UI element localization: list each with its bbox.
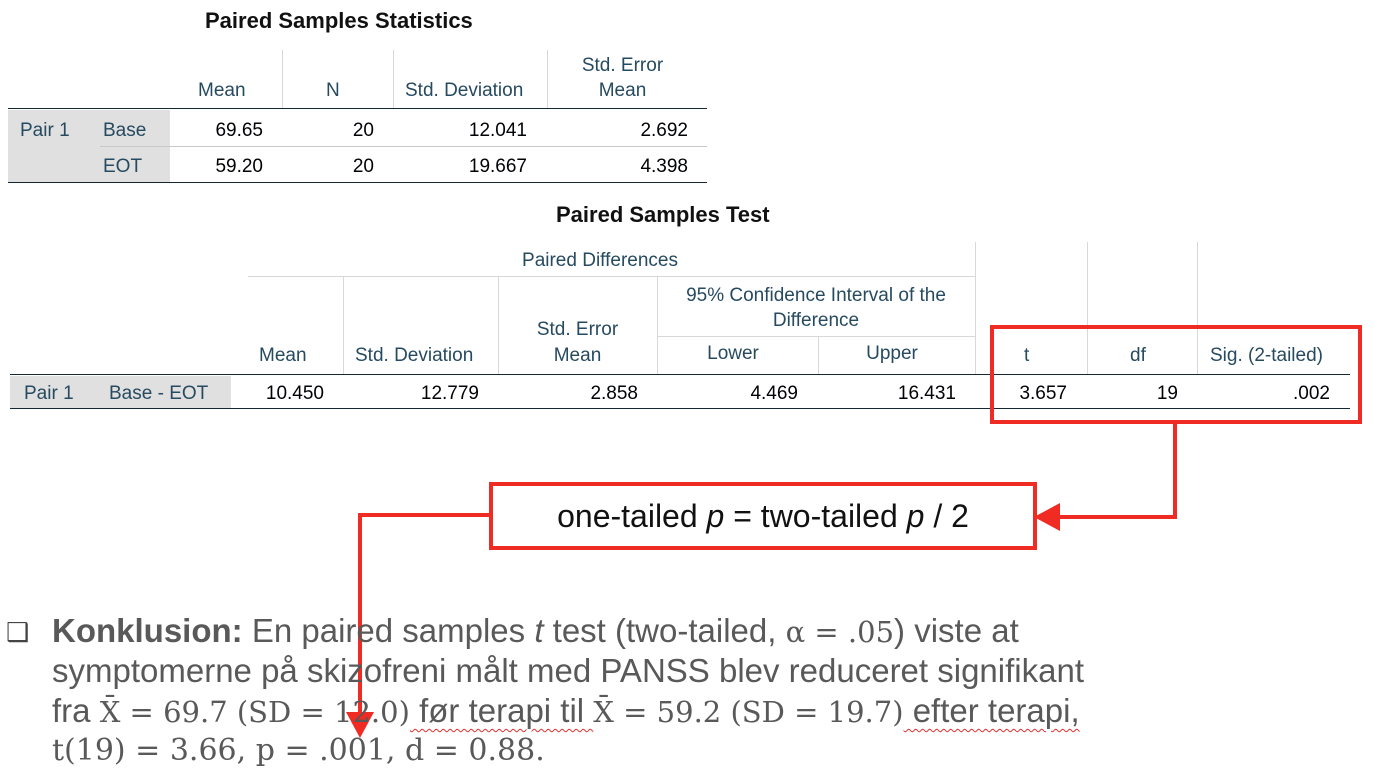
arrow-down-icon [346, 712, 374, 738]
arrow-connector [1052, 515, 1177, 519]
arrow-connector [358, 513, 362, 718]
stats-cell-sem: 4.398 [640, 156, 688, 177]
test-header-ci-line2: Difference [772, 310, 860, 331]
stats-header-sem-line2: Mean [598, 80, 647, 101]
stats-cell-n: 20 [352, 156, 374, 177]
test-cell-std-dev: 12.779 [420, 383, 479, 404]
test-cell-t: 3.657 [1019, 383, 1067, 404]
test-cell-df: 19 [1156, 383, 1178, 404]
conclusion-math-after: X̄ = 59.2 (SD = 19.7) [593, 695, 904, 729]
test-header-t: t [1024, 345, 1030, 366]
callout-text: one-tailed p = two-tailed p / 2 [489, 482, 1037, 550]
test-header-divider [818, 336, 819, 374]
test-header-upper: Upper [866, 343, 918, 364]
test-header-divider [1197, 242, 1198, 374]
test-header-lower: Lower [707, 343, 759, 364]
stats-header-sem-line1: Std. Error [581, 55, 664, 76]
stats-header-divider [393, 50, 394, 108]
stats-header-divider [547, 50, 548, 108]
test-header-divider [1087, 242, 1088, 374]
conclusion-text: fra [52, 692, 100, 729]
stats-header-n: N [326, 80, 340, 101]
stats-row-label: EOT [103, 156, 143, 177]
test-ci-divider [657, 336, 975, 337]
test-header-mean: Mean [259, 345, 307, 366]
stats-cell-n: 20 [352, 120, 374, 141]
stats-cell-std-dev: 12.041 [468, 120, 527, 141]
conclusion-text: før terapi til [409, 692, 594, 729]
test-header-df: df [1130, 345, 1146, 366]
test-pair-label: Pair 1 [24, 383, 74, 404]
test-cell-sig: .002 [1293, 383, 1330, 404]
test-group-divider [248, 276, 975, 277]
conclusion-text: ) viste at [894, 612, 1019, 649]
test-header-ci-line1: 95% Confidence Interval of the [686, 285, 946, 306]
test-header-rule [10, 374, 1350, 375]
test-header-divider [975, 242, 976, 374]
test-cell-sem: 2.858 [590, 383, 638, 404]
conclusion-math-before: X̄ = 69.7 (SD = 12.0) [99, 695, 410, 729]
conclusion-line-4: t(19) = 3.66, p = .001, d = 0.88. [52, 733, 545, 768]
stats-cell-sem: 2.692 [640, 120, 688, 141]
stats-cell-mean: 59.20 [215, 156, 263, 177]
callout-prefix: one-tailed [557, 497, 707, 534]
conclusion-line-3: fra X̄ = 69.7 (SD = 12.0) før terapi til… [52, 690, 1080, 733]
test-header-std-dev: Std. Deviation [355, 345, 474, 366]
callout-suffix: / 2 [924, 497, 969, 534]
stats-header-divider [282, 50, 283, 108]
test-table-title: Paired Samples Test [556, 202, 770, 227]
test-cell-mean: 10.450 [265, 383, 324, 404]
test-header-sem-line1: Std. Error [536, 319, 619, 340]
test-header-divider [343, 276, 344, 374]
arrow-connector [358, 513, 489, 517]
arrow-connector [1173, 424, 1177, 519]
test-header-sem-line2: Mean [553, 345, 602, 366]
callout-p2: p [906, 497, 925, 534]
conclusion-line-1: Konklusion: En paired samples t test (tw… [52, 610, 1019, 653]
arrow-left-icon [1034, 503, 1060, 531]
conclusion-text: En paired samples [242, 612, 535, 649]
stats-header-rule [8, 108, 707, 109]
test-bottom-rule [10, 408, 1350, 409]
stats-table-title: Paired Samples Statistics [205, 8, 473, 33]
test-row-label-shade [10, 376, 231, 408]
callout-middle: = two-tailed [724, 497, 907, 534]
test-row-label: Base - EOT [109, 383, 209, 404]
callout-p1: p [706, 497, 725, 534]
conclusion-text: test (two-tailed, [543, 612, 786, 649]
stats-cell-mean: 69.65 [215, 120, 263, 141]
test-header-divider [498, 276, 499, 374]
stats-pair-label: Pair 1 [20, 120, 70, 141]
stats-row-label: Base [103, 120, 147, 141]
highlight-box [990, 325, 1362, 424]
test-cell-upper: 16.431 [897, 383, 956, 404]
test-cell-lower: 4.469 [750, 383, 798, 404]
conclusion-text: efter terapi, [903, 692, 1080, 729]
test-header-paired-differences: Paired Differences [522, 250, 678, 271]
stats-cell-std-dev: 19.667 [468, 156, 527, 177]
bullet-icon: ❑ [6, 617, 30, 647]
stats-header-mean: Mean [198, 80, 246, 101]
conclusion-line-2: symptomerne på skizofreni målt med PANSS… [52, 652, 1084, 689]
stats-header-std-dev: Std. Deviation [405, 80, 524, 101]
conclusion-label: Konklusion: [52, 612, 243, 649]
test-header-sig: Sig. (2-tailed) [1210, 345, 1323, 366]
conclusion-alpha: α = .05 [785, 615, 895, 649]
stats-bottom-rule [8, 182, 707, 183]
conclusion-t: t [534, 612, 544, 649]
stats-row-divider [100, 146, 707, 147]
callout-box [489, 482, 1037, 550]
test-header-divider [657, 276, 658, 374]
